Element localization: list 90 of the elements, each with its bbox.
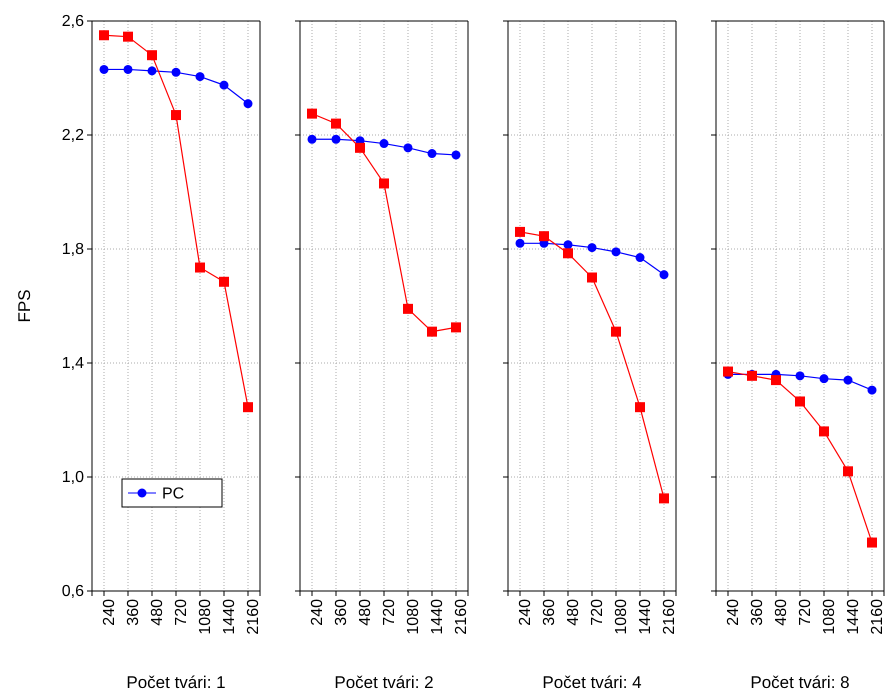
x-tick-label: 2160 — [452, 598, 470, 635]
point — [403, 304, 413, 314]
x-tick-label: 1080 — [196, 598, 214, 635]
point — [660, 270, 668, 280]
x-tick-label: 720 — [588, 598, 606, 626]
y-tick-label: 1,4 — [62, 355, 84, 372]
point — [196, 72, 204, 82]
point — [516, 238, 524, 248]
point — [147, 50, 157, 60]
point — [123, 32, 133, 42]
x-tick-label: 360 — [124, 598, 142, 626]
point — [427, 326, 437, 337]
x-tick-label: 360 — [332, 598, 350, 626]
point — [380, 139, 388, 148]
point — [195, 262, 205, 273]
point — [844, 376, 852, 385]
point — [148, 66, 156, 76]
point — [331, 118, 341, 129]
point — [244, 99, 252, 108]
point — [868, 386, 876, 395]
point — [587, 272, 597, 282]
point — [451, 322, 461, 332]
x-tick-label: 240 — [100, 598, 118, 626]
x-tick-label: 1080 — [612, 598, 630, 635]
y-tick-label: 1,8 — [62, 241, 84, 258]
y-axis-title: FPS — [15, 289, 34, 323]
x-tick-label: 2160 — [244, 598, 262, 635]
point — [171, 110, 181, 120]
x-tick-label: 2160 — [660, 598, 678, 635]
x-tick-label: 480 — [148, 598, 166, 626]
x-tick-label: 1080 — [404, 598, 422, 635]
x-axis-title: Počet tvári: 1 — [126, 673, 226, 692]
point — [723, 366, 733, 377]
x-tick-label: 360 — [748, 598, 766, 626]
x-tick-label: 1440 — [220, 598, 238, 635]
point — [611, 326, 621, 337]
point — [796, 371, 804, 380]
y-tick-label: 0,6 — [62, 583, 84, 600]
x-tick-label: 1440 — [636, 598, 654, 635]
x-tick-label: 720 — [796, 598, 814, 626]
x-tick-label: 240 — [308, 598, 326, 626]
point — [219, 276, 229, 287]
point — [795, 396, 805, 406]
x-tick-label: 1440 — [844, 598, 862, 635]
point — [636, 253, 644, 262]
point — [172, 68, 180, 77]
point — [819, 426, 829, 436]
point — [820, 374, 828, 384]
point — [515, 226, 525, 237]
point — [404, 143, 412, 152]
point — [308, 134, 316, 144]
point — [564, 240, 572, 250]
x-tick-label: 360 — [540, 598, 558, 626]
legend-label: PC — [162, 486, 184, 503]
x-tick-label: 480 — [772, 598, 790, 626]
point — [332, 134, 340, 144]
point — [539, 231, 549, 242]
point — [843, 466, 853, 476]
point — [124, 64, 132, 74]
x-axis-title: Počet tvári: 4 — [542, 673, 642, 692]
point — [635, 402, 645, 412]
y-tick-label: 2,6 — [62, 13, 84, 30]
x-tick-label: 1080 — [820, 598, 838, 635]
point — [452, 150, 460, 160]
x-tick-label: 720 — [172, 598, 190, 626]
point — [220, 80, 228, 90]
point — [307, 108, 317, 119]
x-tick-label: 1440 — [428, 598, 446, 635]
x-tick-label: 240 — [724, 598, 742, 626]
point — [355, 142, 365, 153]
point — [100, 64, 108, 74]
x-axis-title: Počet tvári: 2 — [334, 673, 434, 692]
x-tick-label: 480 — [564, 598, 582, 626]
x-tick-label: 240 — [516, 598, 534, 626]
point — [243, 402, 253, 412]
x-tick-label: 2160 — [868, 598, 886, 635]
point — [379, 178, 389, 188]
y-tick-label: 2,2 — [62, 127, 84, 144]
point — [659, 493, 669, 504]
point — [612, 247, 620, 256]
point — [563, 248, 573, 258]
x-tick-label: 720 — [380, 598, 398, 626]
point — [588, 243, 596, 252]
x-axis-title: Počet tvári: 8 — [750, 673, 850, 692]
y-tick-label: 1,0 — [62, 469, 84, 486]
x-tick-label: 480 — [356, 598, 374, 626]
point — [867, 538, 877, 548]
point — [99, 30, 109, 40]
point — [428, 149, 436, 158]
point — [771, 375, 781, 386]
